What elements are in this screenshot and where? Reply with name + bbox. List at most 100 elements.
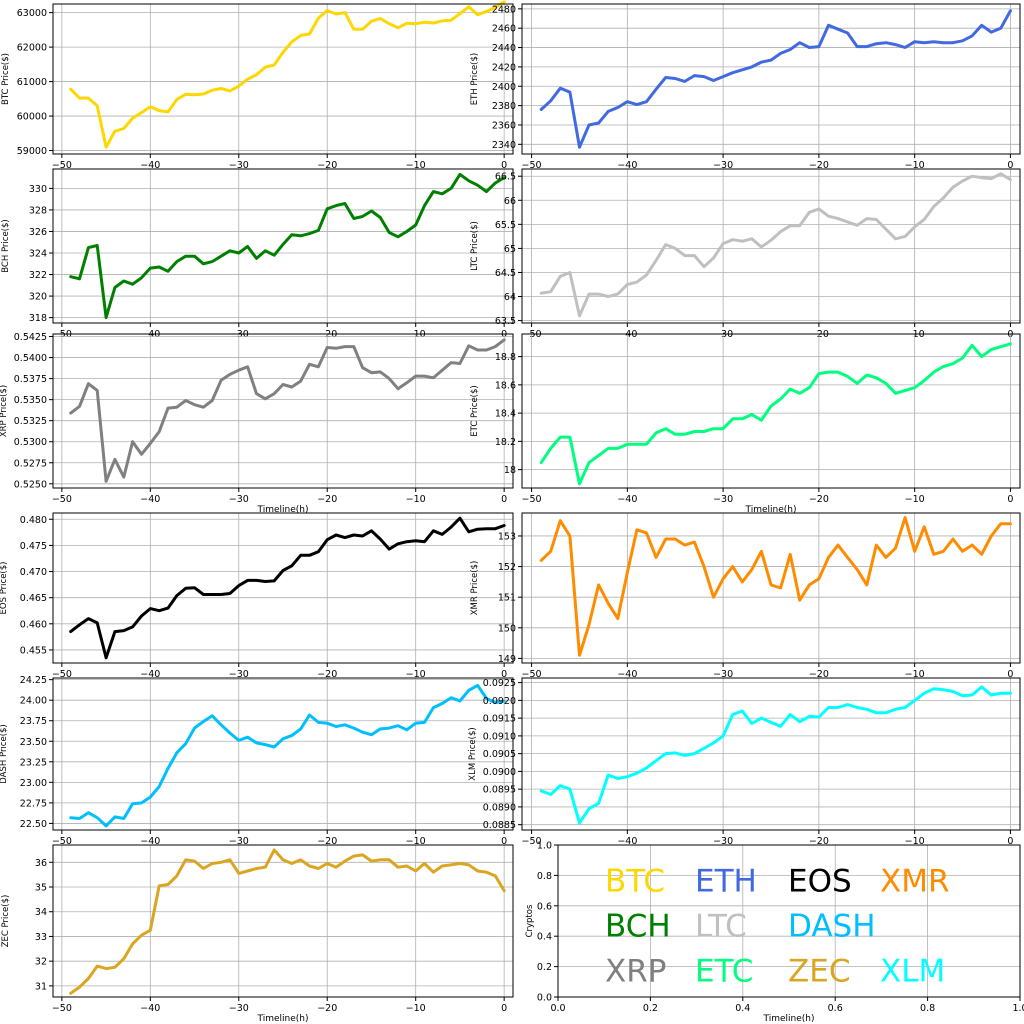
x-axis-label: Timeline(h) xyxy=(257,505,309,515)
y-tick-label: 62000 xyxy=(17,43,47,54)
plot-frame xyxy=(52,677,514,831)
y-tick-label: 2340 xyxy=(492,140,516,151)
x-tick-label: −20 xyxy=(809,836,829,847)
y-tick-label: 0.5425 xyxy=(14,332,47,343)
x-axis-label: Timeline(h) xyxy=(745,505,797,515)
x-tick-label: −40 xyxy=(140,1003,160,1014)
plot-frame xyxy=(52,168,514,324)
y-tick-label: 2420 xyxy=(492,62,516,73)
y-axis-label: ETH Price($) xyxy=(470,53,480,105)
plot-frame xyxy=(557,844,1021,998)
x-tick-label: −10 xyxy=(406,836,426,847)
y-tick-label: 32 xyxy=(35,957,47,968)
y-tick-label: 2380 xyxy=(492,101,516,112)
chart-panel-xmr: −50 −40 −30 −20 −10 0 149 150 151 152 153 XMR Price… xyxy=(470,512,1021,680)
y-tick-label: 0.0910 xyxy=(483,731,516,742)
x-tick-label: −40 xyxy=(617,494,637,505)
y-tick-label: 318 xyxy=(29,313,47,324)
x-tick-label: −40 xyxy=(617,836,637,847)
y-tick-label: 18.4 xyxy=(495,409,516,420)
y-tick-label: 59000 xyxy=(17,146,47,157)
y-axis-label: LTC Price($) xyxy=(470,221,480,271)
y-tick-label: 18 xyxy=(504,465,516,476)
x-tick-label: −50 xyxy=(52,669,72,680)
y-tick-label: 2360 xyxy=(492,120,516,131)
y-tick-label: 0.5275 xyxy=(14,458,47,469)
x-tick-label: −40 xyxy=(140,836,160,847)
x-tick-label: 0.0 xyxy=(550,1003,565,1014)
legend-entry-dash: DASH xyxy=(788,909,876,945)
x-tick-label: −10 xyxy=(905,669,925,680)
x-tick-label: −40 xyxy=(617,669,637,680)
y-tick-label: 63.5 xyxy=(495,316,516,327)
x-axis-label: Timeline(h) xyxy=(763,1014,815,1024)
x-tick-label: −30 xyxy=(713,160,733,171)
x-tick-label: 0 xyxy=(501,494,507,505)
x-tick-label: −40 xyxy=(140,160,160,171)
y-tick-label: 0.0920 xyxy=(483,696,516,707)
y-tick-label: 2480 xyxy=(492,4,516,15)
chart-panel-eos: −50 −40 −30 −20 −10 0 0.455 0.460 0.465 0.470 0.47… xyxy=(0,512,514,680)
y-tick-label: 324 xyxy=(29,249,47,260)
x-tick-label: 1.0 xyxy=(1012,1003,1024,1014)
x-tick-label: −50 xyxy=(52,494,72,505)
x-tick-label: −20 xyxy=(317,1003,337,1014)
chart-panel-xlm: −50 −40 −30 −20 −10 0 0.0885 0.0890 0.0895 0.0900… xyxy=(468,677,1021,847)
series-line-etc xyxy=(539,342,1012,486)
x-tick-label: −20 xyxy=(809,160,829,171)
chart-panel-xrp: −50 −40 −30 −20 −10 0 0.5250 0.5275 0.5300 0.5325… xyxy=(0,332,514,515)
y-axis-label: EOS Price($) xyxy=(0,562,9,615)
x-tick-label: 0.4 xyxy=(735,1003,750,1014)
y-tick-label: 2400 xyxy=(492,82,516,93)
series-line-xrp xyxy=(69,338,506,483)
x-tick-label: −30 xyxy=(229,1003,249,1014)
legend-entry-eth: ETH xyxy=(695,864,757,900)
plot-frame xyxy=(521,512,1021,664)
x-tick-label: −50 xyxy=(522,494,542,505)
legend-entry-btc: BTC xyxy=(605,864,665,900)
plot-frame xyxy=(52,512,514,664)
y-tick-label: 18.6 xyxy=(495,380,516,391)
y-tick-label: 320 xyxy=(29,292,47,303)
y-tick-label: 330 xyxy=(29,184,47,195)
x-tick-label: 0.6 xyxy=(828,1003,843,1014)
y-tick-label: 326 xyxy=(29,227,47,238)
y-tick-label: 65 xyxy=(504,244,516,255)
y-tick-label: 63000 xyxy=(17,8,47,19)
x-tick-label: 0 xyxy=(501,669,507,680)
x-tick-label: −10 xyxy=(406,160,426,171)
legend-entry-zec: ZEC xyxy=(788,954,850,990)
legend-entry-xrp: XRP xyxy=(605,954,666,990)
y-tick-label: 66 xyxy=(504,196,516,207)
y-tick-label: 64.5 xyxy=(495,268,516,279)
x-tick-label: −20 xyxy=(317,160,337,171)
y-tick-label: 0.470 xyxy=(20,567,47,578)
x-tick-label: −30 xyxy=(713,836,733,847)
y-tick-label: 0.4 xyxy=(537,932,552,943)
y-axis-label: DASH Price($) xyxy=(0,724,9,783)
x-tick-label: −50 xyxy=(522,669,542,680)
y-axis-label: XMR Price($) xyxy=(470,561,480,616)
x-tick-label: −10 xyxy=(406,669,426,680)
plot-frame xyxy=(521,3,1021,155)
series-line-eos xyxy=(69,516,506,660)
y-tick-label: 66.5 xyxy=(495,172,516,183)
series-line-zec xyxy=(69,848,506,995)
x-tick-label: −30 xyxy=(713,494,733,505)
y-tick-label: 1.0 xyxy=(537,841,552,852)
x-tick-label: −50 xyxy=(52,1003,72,1014)
y-tick-label: 33 xyxy=(35,932,47,943)
x-tick-label: −10 xyxy=(406,1003,426,1014)
y-tick-label: 150 xyxy=(498,623,516,634)
y-tick-label: 64 xyxy=(504,292,516,303)
x-tick-label: −20 xyxy=(317,836,337,847)
y-tick-label: 0.5300 xyxy=(14,437,47,448)
legend-entry-xlm: XLM xyxy=(880,954,945,990)
y-tick-label: 18.2 xyxy=(495,437,516,448)
series-line-xmr xyxy=(539,516,1012,657)
x-tick-label: 0.2 xyxy=(643,1003,658,1014)
x-tick-label: 0 xyxy=(501,1003,507,1014)
y-tick-label: 18.8 xyxy=(495,352,516,363)
x-tick-label: −20 xyxy=(317,669,337,680)
